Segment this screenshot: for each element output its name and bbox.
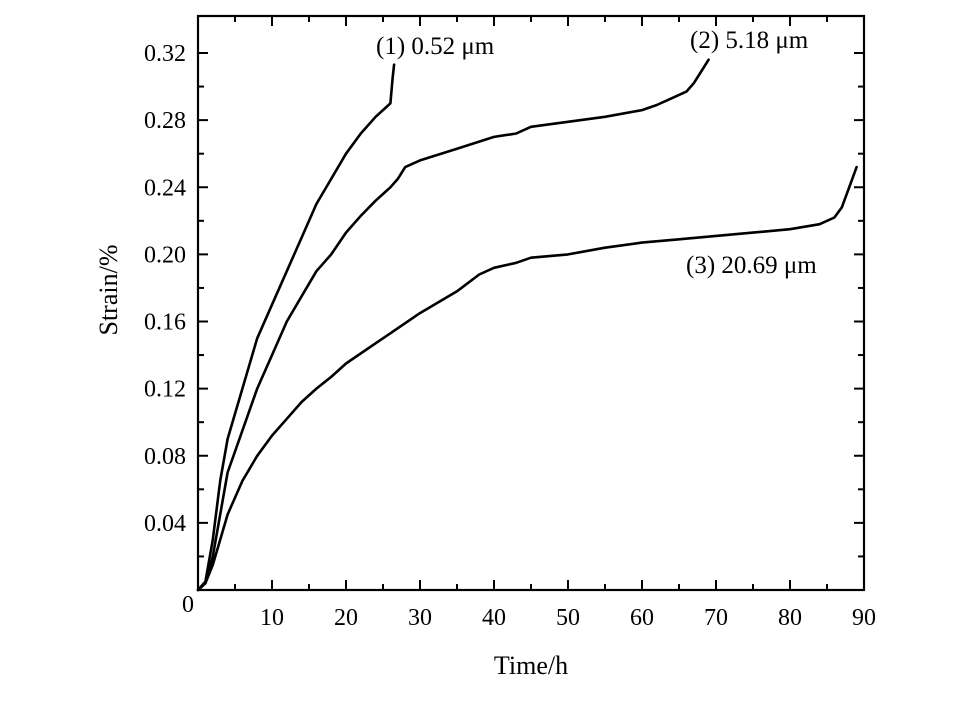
y-axis-label: Strain/% [94, 245, 123, 336]
series-2-label: (2) 5.18 μm [690, 27, 809, 54]
ticks [197, 16, 865, 590]
x-tick-label: 80 [778, 605, 802, 631]
x-tick-label: 40 [482, 605, 506, 631]
x-tick-label: 10 [260, 605, 284, 631]
x-tick-label: 50 [556, 605, 580, 631]
x-tick-label: 60 [630, 605, 654, 631]
x-tick-label: 20 [334, 605, 358, 631]
series-2-line [196, 58, 710, 592]
x-tick-label: 0 [182, 592, 194, 618]
series-1-label: (1) 0.52 μm [376, 33, 495, 60]
y-tick-label: 0.20 [144, 242, 186, 268]
x-tick-label: 30 [408, 605, 432, 631]
series-group [196, 58, 858, 592]
series-3-label: (3) 20.69 μm [686, 252, 817, 279]
y-tick-label: 0.04 [144, 511, 186, 537]
y-tick-label: 0.16 [144, 310, 186, 336]
series-3-line [196, 165, 858, 592]
y-tick-label: 0.24 [144, 175, 186, 201]
y-tick-label: 0.28 [144, 108, 186, 134]
x-tick-label: 90 [852, 605, 876, 631]
series-1-line [196, 63, 396, 592]
y-tick-label: 0.08 [144, 444, 186, 470]
labels: 0 10 20 30 40 50 60 70 80 90 0.04 0.08 0.12 0.16 0.20 0… [94, 27, 876, 680]
y-tick-label: 0.32 [144, 41, 186, 67]
x-axis-label: Time/h [494, 651, 568, 680]
x-tick-label: 70 [704, 605, 728, 631]
y-tick-label: 0.12 [144, 377, 186, 403]
